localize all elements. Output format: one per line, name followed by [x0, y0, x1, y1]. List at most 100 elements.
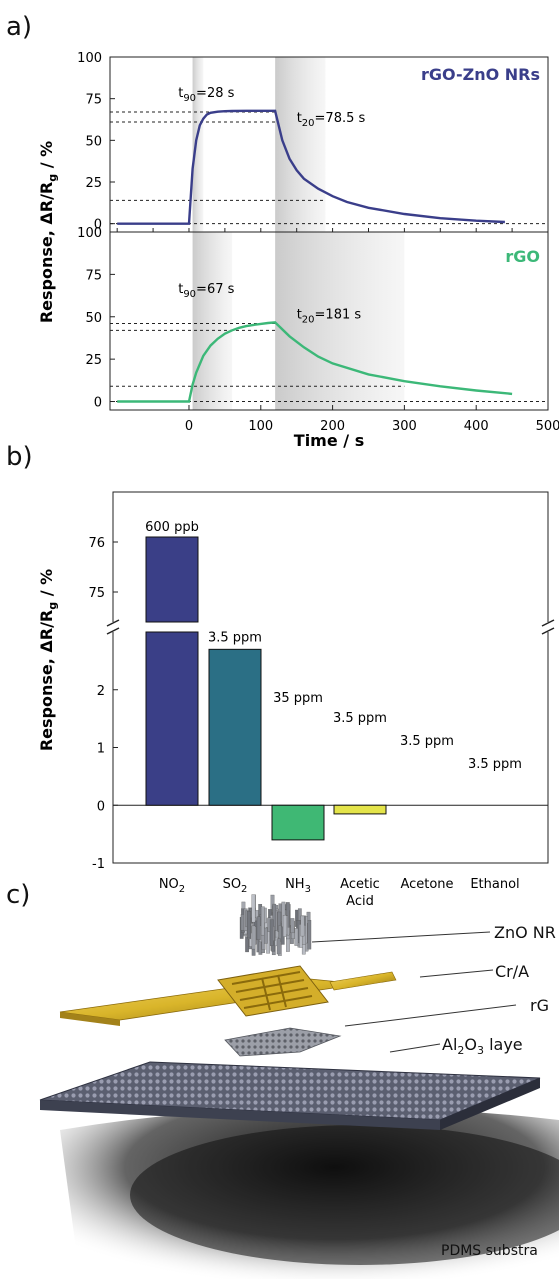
category-label: Ethanol — [470, 877, 519, 892]
zno-rod — [300, 915, 305, 937]
bar-NH3 — [271, 804, 325, 841]
y-tick-label: 76 — [88, 536, 105, 551]
shaded-window-0 — [192, 57, 204, 232]
panel-label-a: a) — [6, 12, 33, 42]
category-label-main: SO — [223, 877, 241, 892]
category-label: NO2 — [159, 877, 185, 895]
label-al2o3-o: O — [464, 1035, 477, 1054]
annotation-value: =181 s — [315, 307, 362, 322]
y-axis-label-sub: g — [46, 174, 59, 182]
y-axis-label-a: Response, ΔR/Rg / % — [37, 141, 59, 323]
y-tick-label: 1 — [97, 742, 105, 757]
axis-break-mark — [106, 627, 120, 635]
concentration-label: 600 ppb — [145, 520, 199, 535]
concentration-label: 3.5 ppm — [208, 630, 262, 645]
chart-b-bars — [145, 536, 387, 841]
y-tick-label: 50 — [85, 311, 102, 326]
zno-rod — [282, 915, 287, 937]
bar-SO2 — [208, 648, 262, 806]
annotation-subscript: 90 — [183, 93, 196, 104]
x-tick-label: 400 — [464, 419, 489, 434]
plot-frame-upper — [112, 491, 549, 622]
axis-break-mark — [106, 619, 120, 627]
y-tick-label: 0 — [94, 396, 102, 411]
y-axis-label-main: ΔR/R — [37, 610, 56, 653]
series-line-rgo — [117, 321, 513, 403]
bar-upper-NO2 — [145, 536, 199, 623]
y-tick-label: 25 — [85, 176, 102, 191]
y-tick-label: 50 — [85, 134, 102, 149]
panel-label-b: b) — [6, 442, 33, 472]
panel-label-c: c) — [6, 880, 31, 910]
label-al2o3-main: Al — [442, 1035, 457, 1054]
category-label-sub: 2 — [241, 884, 247, 895]
label-cr-au: Cr/A — [495, 962, 529, 981]
concentration-label: 3.5 ppm — [400, 734, 454, 749]
al2o3-layer — [39, 1061, 541, 1130]
series-line-rgo-zno — [117, 109, 505, 225]
category-label-main: NH — [285, 877, 305, 892]
zno-rod — [251, 894, 256, 923]
cr-au-electrode — [59, 965, 397, 1026]
plot-frame-a-bottom — [109, 231, 549, 411]
label-al2o3-tail: laye — [484, 1035, 523, 1054]
category-label-main: Acetone — [400, 877, 453, 892]
annotation-t20-a-bottom: t20=181 s — [297, 307, 362, 325]
zno-rod — [260, 906, 265, 936]
bar-Acetic Acid — [333, 804, 387, 815]
annotation-subscript: 20 — [302, 118, 315, 129]
shaded-window-0 — [192, 232, 233, 410]
annotation-t20-a-top: t20=78.5 s — [297, 111, 366, 129]
category-label: SO2 — [223, 877, 248, 895]
axis-break-mark — [541, 627, 555, 635]
bar-lower-NO2 — [145, 631, 199, 806]
category-label-main: Acetic — [340, 877, 380, 892]
y-tick-label: -1 — [92, 857, 105, 872]
category-label-sub: 2 — [179, 884, 185, 895]
y-tick-label: 100 — [77, 51, 102, 66]
label-zno-nr: ZnO NR — [494, 923, 556, 942]
zno-rod — [247, 911, 251, 938]
substrate-shadow — [130, 1125, 559, 1265]
legend-label-rgo-zno: rGO-ZnO NRs — [421, 65, 540, 84]
annotation-subscript: 90 — [183, 289, 196, 300]
zno-rod — [307, 920, 312, 950]
zno-rod — [264, 927, 268, 944]
y-tick-label: 0 — [94, 218, 102, 233]
category-label-line2: Acid — [346, 894, 374, 909]
zno-rod — [269, 919, 274, 946]
annotation-symbol: t — [178, 282, 183, 297]
x-tick-label: 200 — [320, 419, 345, 434]
annotation-t90-a-bottom: t90=67 s — [178, 282, 234, 300]
annotation-symbol: t — [297, 307, 302, 322]
annotation-subscript: 20 — [302, 314, 315, 325]
shaded-window-1 — [275, 232, 405, 410]
zno-rod — [256, 916, 261, 940]
annotation-value: =28 s — [196, 86, 235, 101]
axis-break-mark — [541, 619, 555, 627]
x-tick-label: 500 — [536, 419, 559, 434]
y-axis-label-post: / % — [37, 569, 56, 602]
annotation-symbol: t — [178, 86, 183, 101]
label-al2o3-layer: Al2O3 laye — [442, 1035, 523, 1057]
y-axis-label-sub: g — [46, 602, 59, 610]
annotation-value: =78.5 s — [315, 111, 366, 126]
y-axis-label-pre: Response, — [37, 653, 56, 752]
device-schematic: ZnO NR Cr/A rG Al2O3 laye PDMS substra — [39, 894, 559, 1279]
x-tick-label: 100 — [248, 419, 273, 434]
y-tick-label: 75 — [85, 268, 102, 283]
y-axis-label-b: Response, ΔR/Rg / % — [37, 569, 59, 751]
category-label: Acetone — [400, 877, 453, 892]
zno-rod — [290, 918, 295, 934]
category-label: NH3 — [285, 877, 311, 895]
label-rgo: rG — [530, 996, 549, 1015]
annotation-value: =67 s — [196, 282, 235, 297]
category-label-main: NO — [159, 877, 179, 892]
rgo-layer — [224, 1027, 342, 1057]
